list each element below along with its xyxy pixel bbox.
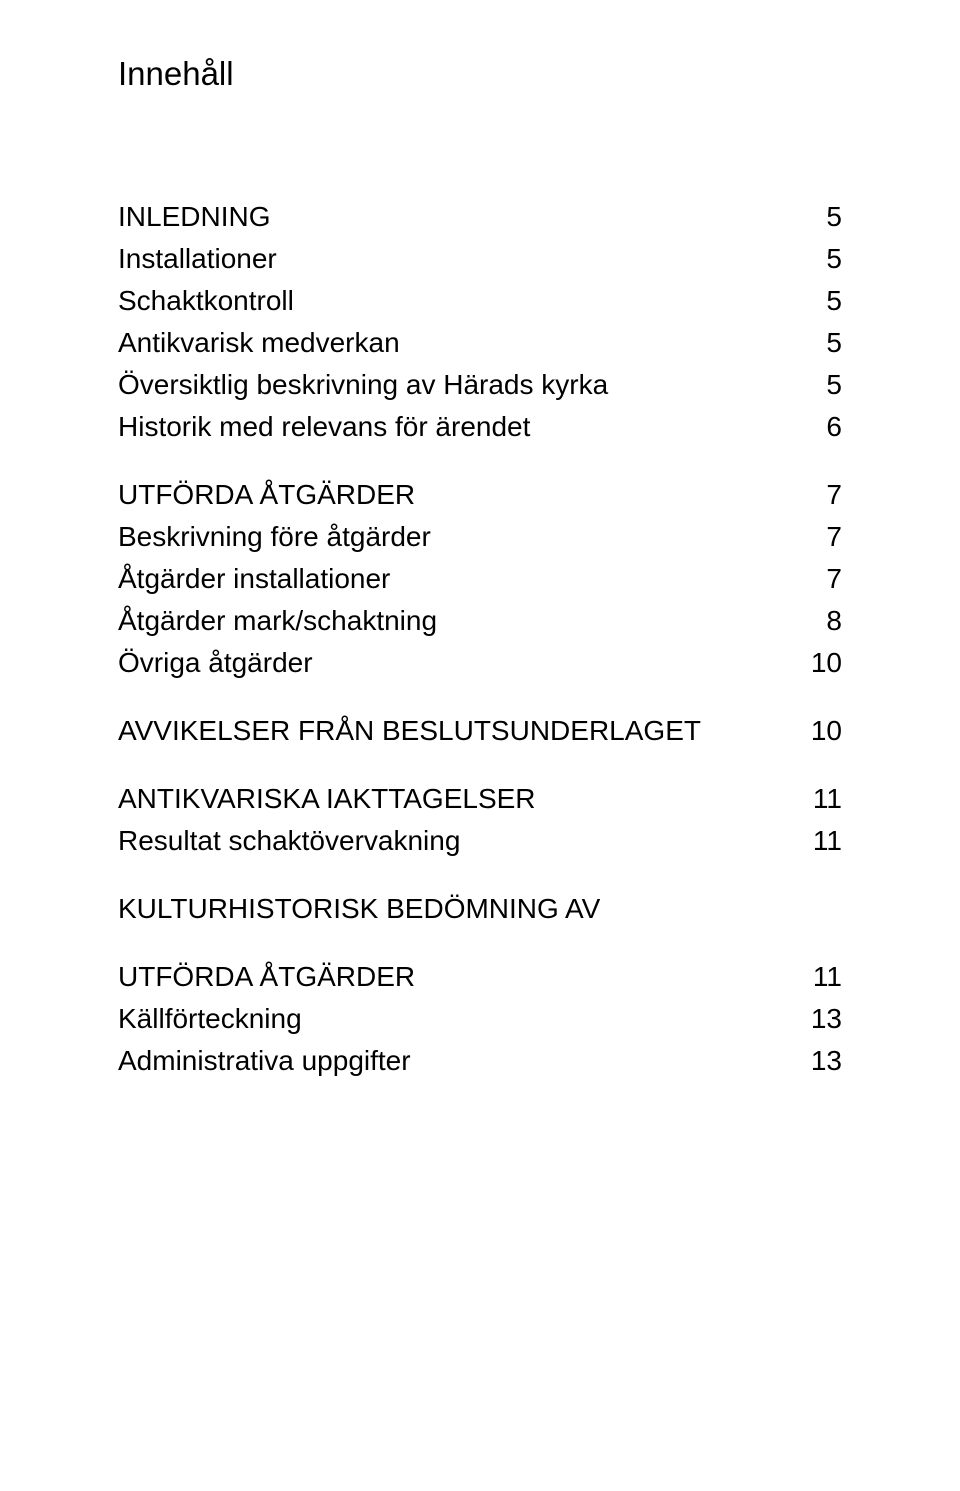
toc-item-row: Åtgärder installationer 7 (118, 563, 842, 595)
toc-section-label: UTFÖRDA ÅTGÄRDER (118, 961, 802, 993)
toc-section-row: ANTIKVARISKA IAKTTAGELSER 11 (118, 783, 842, 815)
toc-item-label: Administrativa uppgifter (118, 1045, 802, 1077)
toc-item-row: Schaktkontroll 5 (118, 285, 842, 317)
toc-page-number: 6 (802, 411, 842, 443)
toc-section-label: ANTIKVARISKA IAKTTAGELSER (118, 783, 802, 815)
toc-section-label: AVVIKELSER FRÅN BESLUTSUNDERLAGET (118, 715, 802, 747)
document-page: Innehåll INLEDNING 5 Installationer 5 Sc… (0, 0, 960, 1491)
page-title: Innehåll (118, 55, 842, 93)
toc-item-label: Källförteckning (118, 1003, 802, 1035)
toc-section-row: UTFÖRDA ÅTGÄRDER 7 (118, 479, 842, 511)
toc-item-row: Installationer 5 (118, 243, 842, 275)
toc-page-number: 11 (802, 961, 842, 993)
toc-section-row: AVVIKELSER FRÅN BESLUTSUNDERLAGET 10 (118, 715, 842, 747)
toc-page-number: 11 (802, 783, 842, 815)
toc-section-label: INLEDNING (118, 201, 802, 233)
toc-item-label: Installationer (118, 243, 802, 275)
toc-item-label: Historik med relevans för ärendet (118, 411, 802, 443)
toc-item-label: Översiktlig beskrivning av Härads kyrka (118, 369, 802, 401)
toc-section-row: INLEDNING 5 (118, 201, 842, 233)
toc-page-number: 7 (802, 521, 842, 553)
toc-item-label: Resultat schaktövervakning (118, 825, 802, 857)
toc-item-row: Översiktlig beskrivning av Härads kyrka … (118, 369, 842, 401)
toc-item-label: Åtgärder mark/schaktning (118, 605, 802, 637)
toc-item-row: Resultat schaktövervakning 11 (118, 825, 842, 857)
toc-page-number: 5 (802, 327, 842, 359)
toc-page-number: 11 (802, 825, 842, 857)
toc-item-label: Övriga åtgärder (118, 647, 802, 679)
toc-page-number: 5 (802, 285, 842, 317)
toc-item-row: Beskrivning före åtgärder 7 (118, 521, 842, 553)
toc-page-number: 7 (802, 563, 842, 595)
toc-section-label: UTFÖRDA ÅTGÄRDER (118, 479, 802, 511)
toc-page-number: 13 (802, 1003, 842, 1035)
toc-item-row: Administrativa uppgifter 13 (118, 1045, 842, 1077)
toc-item-row: Åtgärder mark/schaktning 8 (118, 605, 842, 637)
toc-item-label: Åtgärder installationer (118, 563, 802, 595)
toc-item-row: Antikvarisk medverkan 5 (118, 327, 842, 359)
toc-item-label: Beskrivning före åtgärder (118, 521, 802, 553)
toc-page-number: 13 (802, 1045, 842, 1077)
toc-item-label: Schaktkontroll (118, 285, 802, 317)
toc-page-number: 10 (802, 715, 842, 747)
toc-item-row: Övriga åtgärder 10 (118, 647, 842, 679)
toc-item-row: Historik med relevans för ärendet 6 (118, 411, 842, 443)
toc-page-number: 10 (802, 647, 842, 679)
toc-section-row: KULTURHISTORISK BEDÖMNING AV (118, 893, 842, 925)
toc-item-row: Källförteckning 13 (118, 1003, 842, 1035)
toc-page-number: 8 (802, 605, 842, 637)
toc-page-number: 5 (802, 201, 842, 233)
toc-item-label: Antikvarisk medverkan (118, 327, 802, 359)
toc-page-number: 7 (802, 479, 842, 511)
toc-page-number: 5 (802, 369, 842, 401)
toc-page-number: 5 (802, 243, 842, 275)
toc-section-row: UTFÖRDA ÅTGÄRDER 11 (118, 961, 842, 993)
toc-section-label: KULTURHISTORISK BEDÖMNING AV (118, 893, 842, 925)
